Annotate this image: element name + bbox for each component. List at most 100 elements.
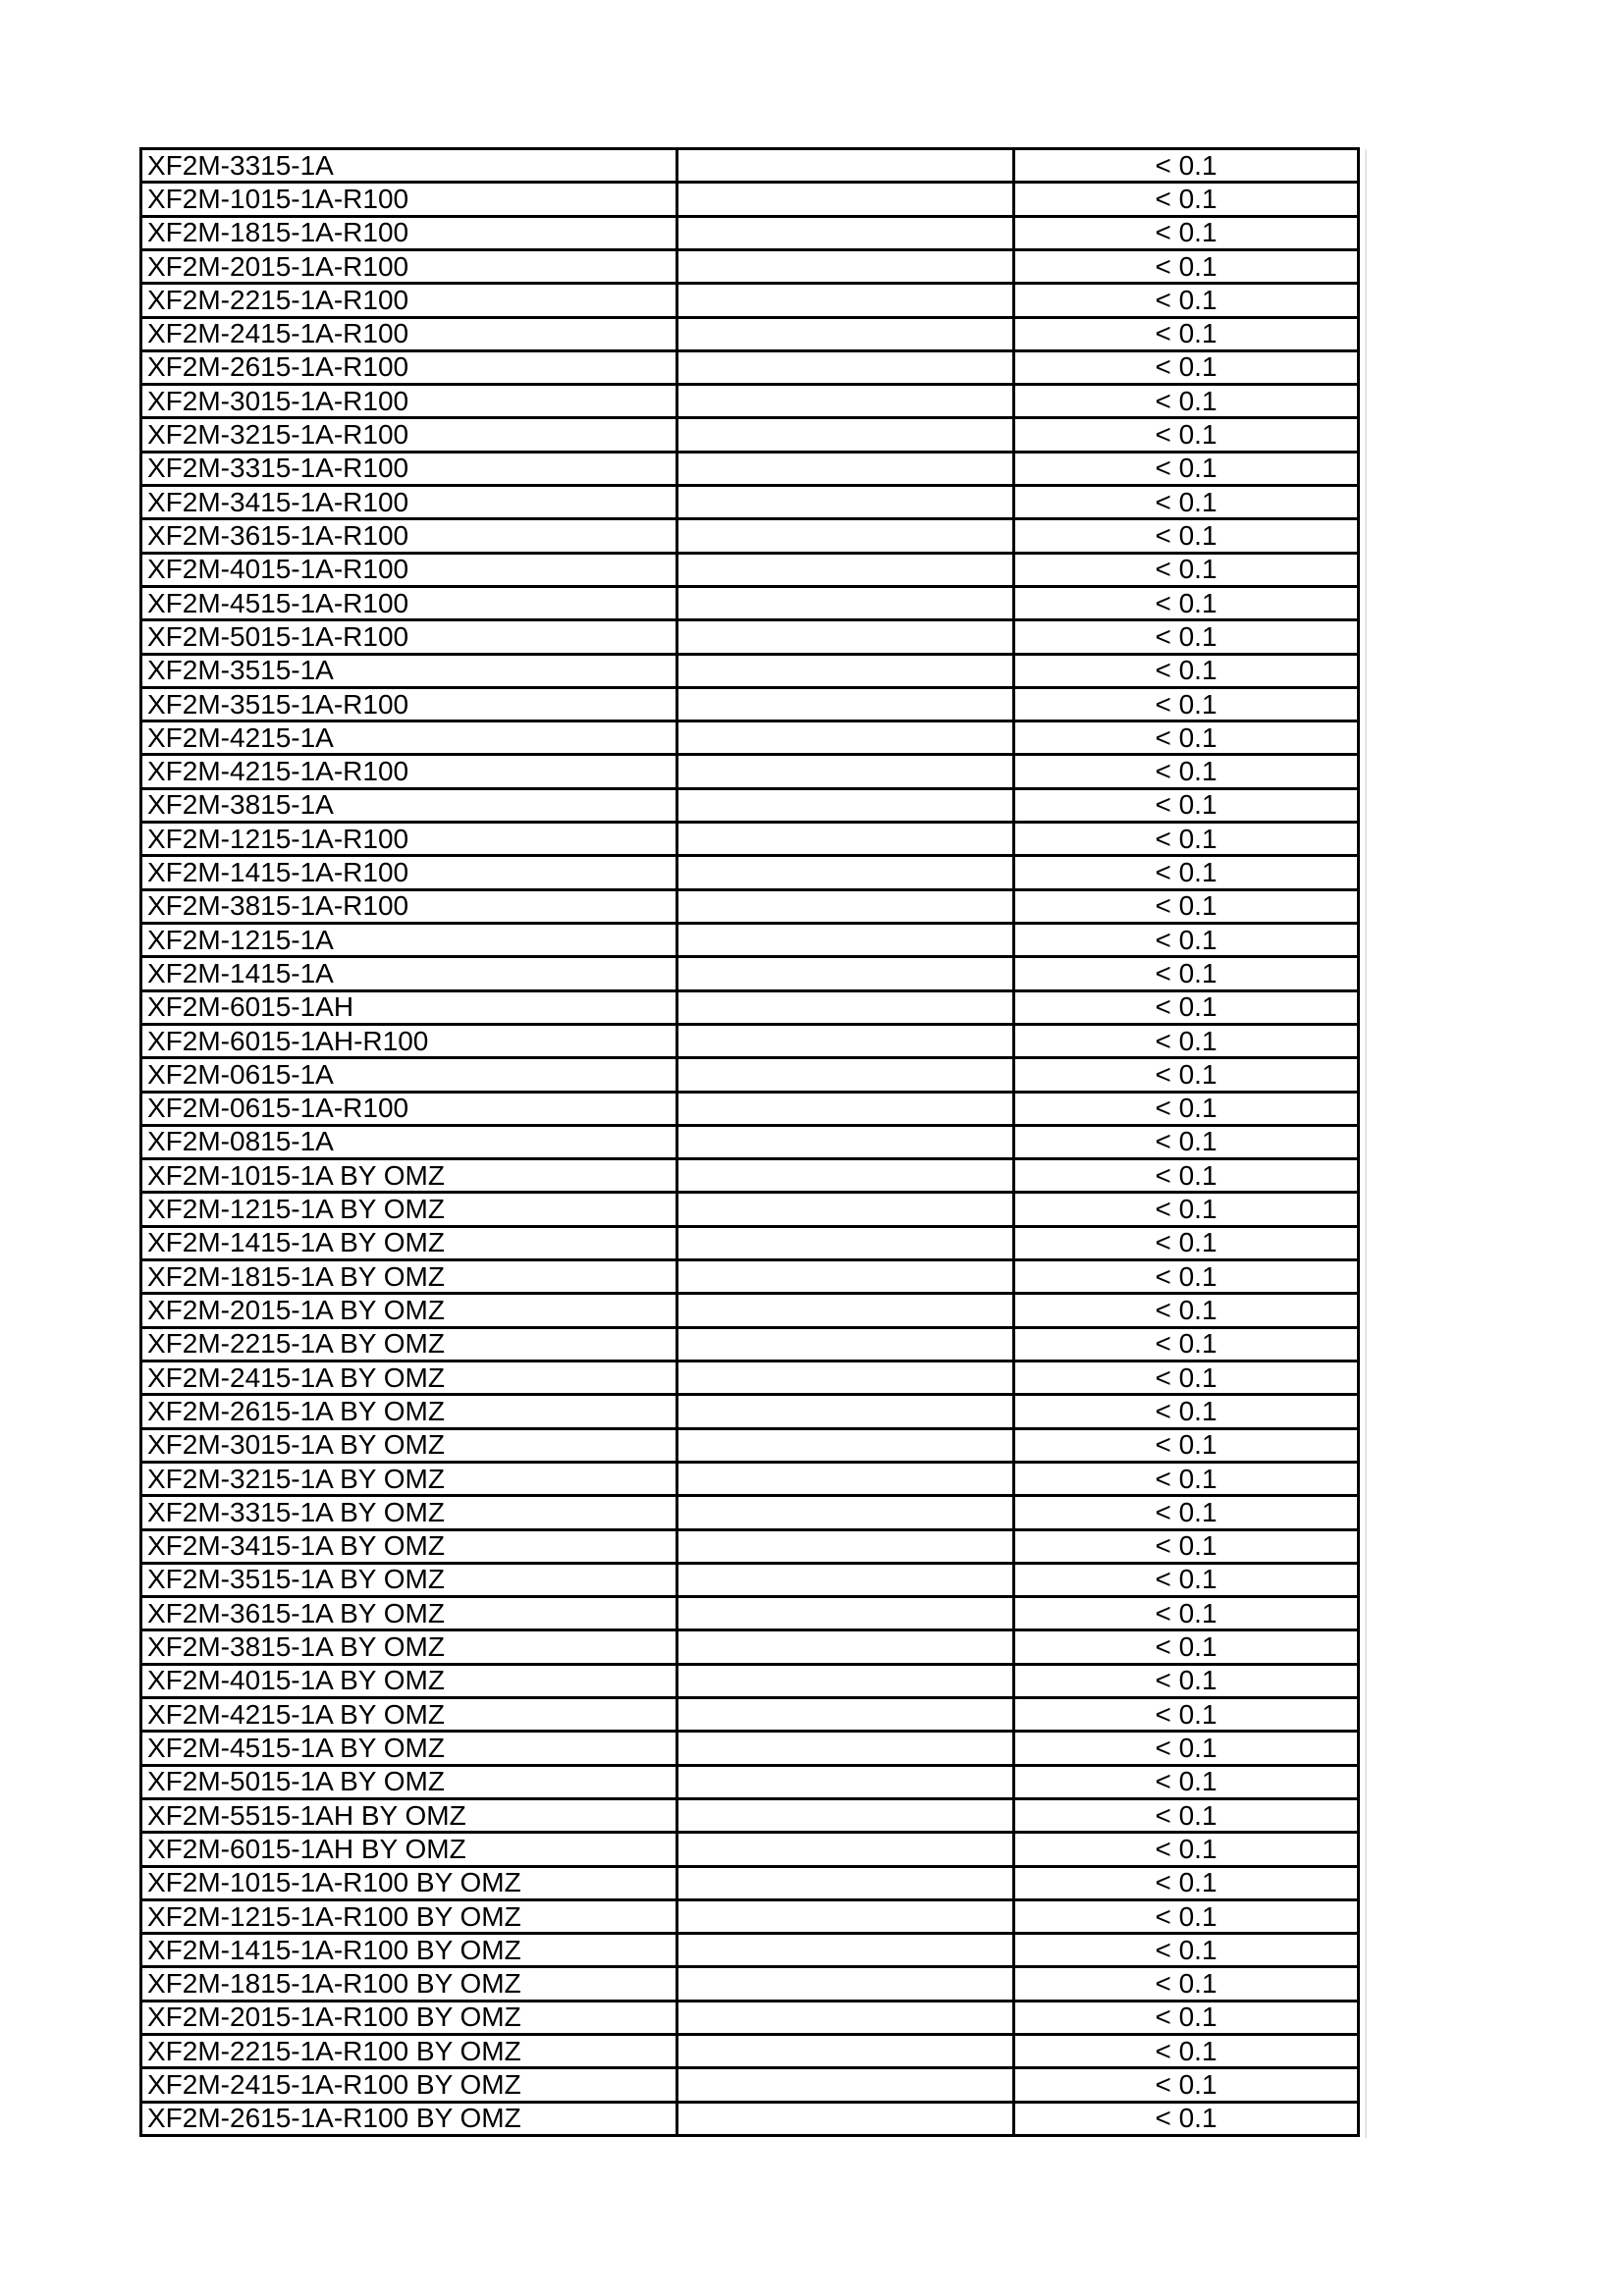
empty-notes-cell <box>678 184 1012 215</box>
part-number-cell: XF2M-5515-1AH BY OMZ <box>142 1799 676 1832</box>
empty-notes-cell <box>678 386 1012 417</box>
part-number-cell: XF2M-4215-1A BY OMZ <box>142 1699 676 1731</box>
part-number-cell: XF2M-1215-1A <box>142 925 676 956</box>
empty-notes-cell <box>678 351 1012 384</box>
value-cell: < 0.1 <box>1015 150 1357 182</box>
part-number-cell: XF2M-1015-1A-R100 BY OMZ <box>142 1867 676 1898</box>
empty-notes-cell <box>678 554 1012 585</box>
value-cell: < 0.1 <box>1015 250 1357 283</box>
value-cell: < 0.1 <box>1015 890 1357 923</box>
part-number-cell: XF2M-5015-1A-R100 <box>142 621 676 653</box>
part-number-cell: XF2M-1815-1A-R100 BY OMZ <box>142 1968 676 2000</box>
part-number-cell: XF2M-0815-1A <box>142 1126 676 1158</box>
empty-notes-cell <box>678 1900 1012 1933</box>
value-cell: < 0.1 <box>1015 1968 1357 2000</box>
value-cell: < 0.1 <box>1015 351 1357 384</box>
value-cell: < 0.1 <box>1015 1530 1357 1562</box>
part-number-cell: XF2M-2615-1A-R100 BY OMZ <box>142 2103 676 2134</box>
empty-notes-cell <box>678 688 1012 721</box>
empty-notes-cell <box>678 1766 1012 1797</box>
empty-notes-cell <box>678 419 1012 451</box>
value-cell: < 0.1 <box>1015 824 1357 855</box>
value-cell: < 0.1 <box>1015 1935 1357 1966</box>
value-cell: < 0.1 <box>1015 1598 1357 1629</box>
value-cell: < 0.1 <box>1015 285 1357 316</box>
empty-notes-cell <box>678 1194 1012 1225</box>
value-cell: < 0.1 <box>1015 1429 1357 1461</box>
part-number-cell: XF2M-4515-1A-R100 <box>142 587 676 619</box>
part-number-cell: XF2M-4215-1A-R100 <box>142 756 676 787</box>
empty-notes-cell <box>678 621 1012 653</box>
value-cell: < 0.1 <box>1015 318 1357 349</box>
empty-notes-cell <box>678 150 1012 182</box>
value-cell: < 0.1 <box>1015 1328 1357 1360</box>
value-cell: < 0.1 <box>1015 958 1357 989</box>
empty-notes-cell <box>678 1564 1012 1596</box>
empty-notes-cell <box>678 1059 1012 1091</box>
value-cell: < 0.1 <box>1015 1227 1357 1259</box>
part-number-cell: XF2M-3215-1A BY OMZ <box>142 1463 676 1495</box>
part-number-cell: XF2M-1815-1A BY OMZ <box>142 1261 676 1293</box>
empty-notes-cell <box>678 487 1012 518</box>
part-number-cell: XF2M-3315-1A <box>142 150 676 182</box>
empty-notes-cell <box>678 2103 1012 2134</box>
value-cell: < 0.1 <box>1015 1900 1357 1933</box>
part-number-cell: XF2M-3815-1A BY OMZ <box>142 1631 676 1663</box>
empty-notes-cell <box>678 453 1012 485</box>
value-cell: < 0.1 <box>1015 184 1357 215</box>
empty-notes-cell <box>678 1834 1012 1865</box>
empty-notes-cell <box>678 958 1012 989</box>
part-number-cell: XF2M-3415-1A-R100 <box>142 487 676 518</box>
empty-notes-cell <box>678 925 1012 956</box>
value-cell: < 0.1 <box>1015 857 1357 888</box>
empty-notes-cell <box>678 217 1012 248</box>
part-number-cell: XF2M-1415-1A <box>142 958 676 989</box>
part-number-cell: XF2M-2415-1A-R100 BY OMZ <box>142 2069 676 2101</box>
value-cell: < 0.1 <box>1015 991 1357 1023</box>
value-cell: < 0.1 <box>1015 487 1357 518</box>
value-cell: < 0.1 <box>1015 1194 1357 1225</box>
value-cell: < 0.1 <box>1015 1463 1357 1495</box>
empty-notes-cell <box>678 1665 1012 1697</box>
empty-notes-cell <box>678 1497 1012 1528</box>
empty-notes-cell <box>678 1328 1012 1360</box>
value-cell: < 0.1 <box>1015 2069 1357 2101</box>
part-number-cell: XF2M-2215-1A-R100 BY OMZ <box>142 2036 676 2067</box>
part-number-cell: XF2M-4015-1A BY OMZ <box>142 1665 676 1697</box>
part-number-cell: XF2M-6015-1AH-R100 <box>142 1025 676 1057</box>
empty-notes-cell <box>678 824 1012 855</box>
parts-table: XF2M-3315-1A < 0.1 XF2M-1015-1A-R100 < 0… <box>139 147 1360 2137</box>
part-number-cell: XF2M-3515-1A <box>142 655 676 686</box>
empty-notes-cell <box>678 1867 1012 1898</box>
empty-notes-cell <box>678 1025 1012 1057</box>
part-number-cell: XF2M-1015-1A-R100 <box>142 184 676 215</box>
part-number-cell: XF2M-3815-1A-R100 <box>142 890 676 923</box>
value-cell: < 0.1 <box>1015 1396 1357 1427</box>
value-cell: < 0.1 <box>1015 1261 1357 1293</box>
part-number-cell: XF2M-3815-1A <box>142 789 676 822</box>
empty-notes-cell <box>678 722 1012 754</box>
value-cell: < 0.1 <box>1015 419 1357 451</box>
value-cell: < 0.1 <box>1015 1834 1357 1865</box>
value-cell: < 0.1 <box>1015 621 1357 653</box>
value-cell: < 0.1 <box>1015 2103 1357 2134</box>
empty-notes-cell <box>678 655 1012 686</box>
empty-notes-cell <box>678 318 1012 349</box>
empty-notes-cell <box>678 1160 1012 1192</box>
empty-notes-cell <box>678 1530 1012 1562</box>
empty-notes-cell <box>678 890 1012 923</box>
value-cell: < 0.1 <box>1015 1564 1357 1596</box>
value-cell: < 0.1 <box>1015 1059 1357 1091</box>
value-cell: < 0.1 <box>1015 1631 1357 1663</box>
value-cell: < 0.1 <box>1015 722 1357 754</box>
part-number-cell: XF2M-3015-1A-R100 <box>142 386 676 417</box>
part-number-cell: XF2M-1415-1A BY OMZ <box>142 1227 676 1259</box>
value-cell: < 0.1 <box>1015 587 1357 619</box>
empty-notes-cell <box>678 587 1012 619</box>
part-number-cell: XF2M-6015-1AH <box>142 991 676 1023</box>
part-number-cell: XF2M-1015-1A BY OMZ <box>142 1160 676 1192</box>
value-cell: < 0.1 <box>1015 688 1357 721</box>
part-number-cell: XF2M-6015-1AH BY OMZ <box>142 1834 676 1865</box>
empty-notes-cell <box>678 1631 1012 1663</box>
part-number-cell: XF2M-0615-1A-R100 <box>142 1093 676 1124</box>
